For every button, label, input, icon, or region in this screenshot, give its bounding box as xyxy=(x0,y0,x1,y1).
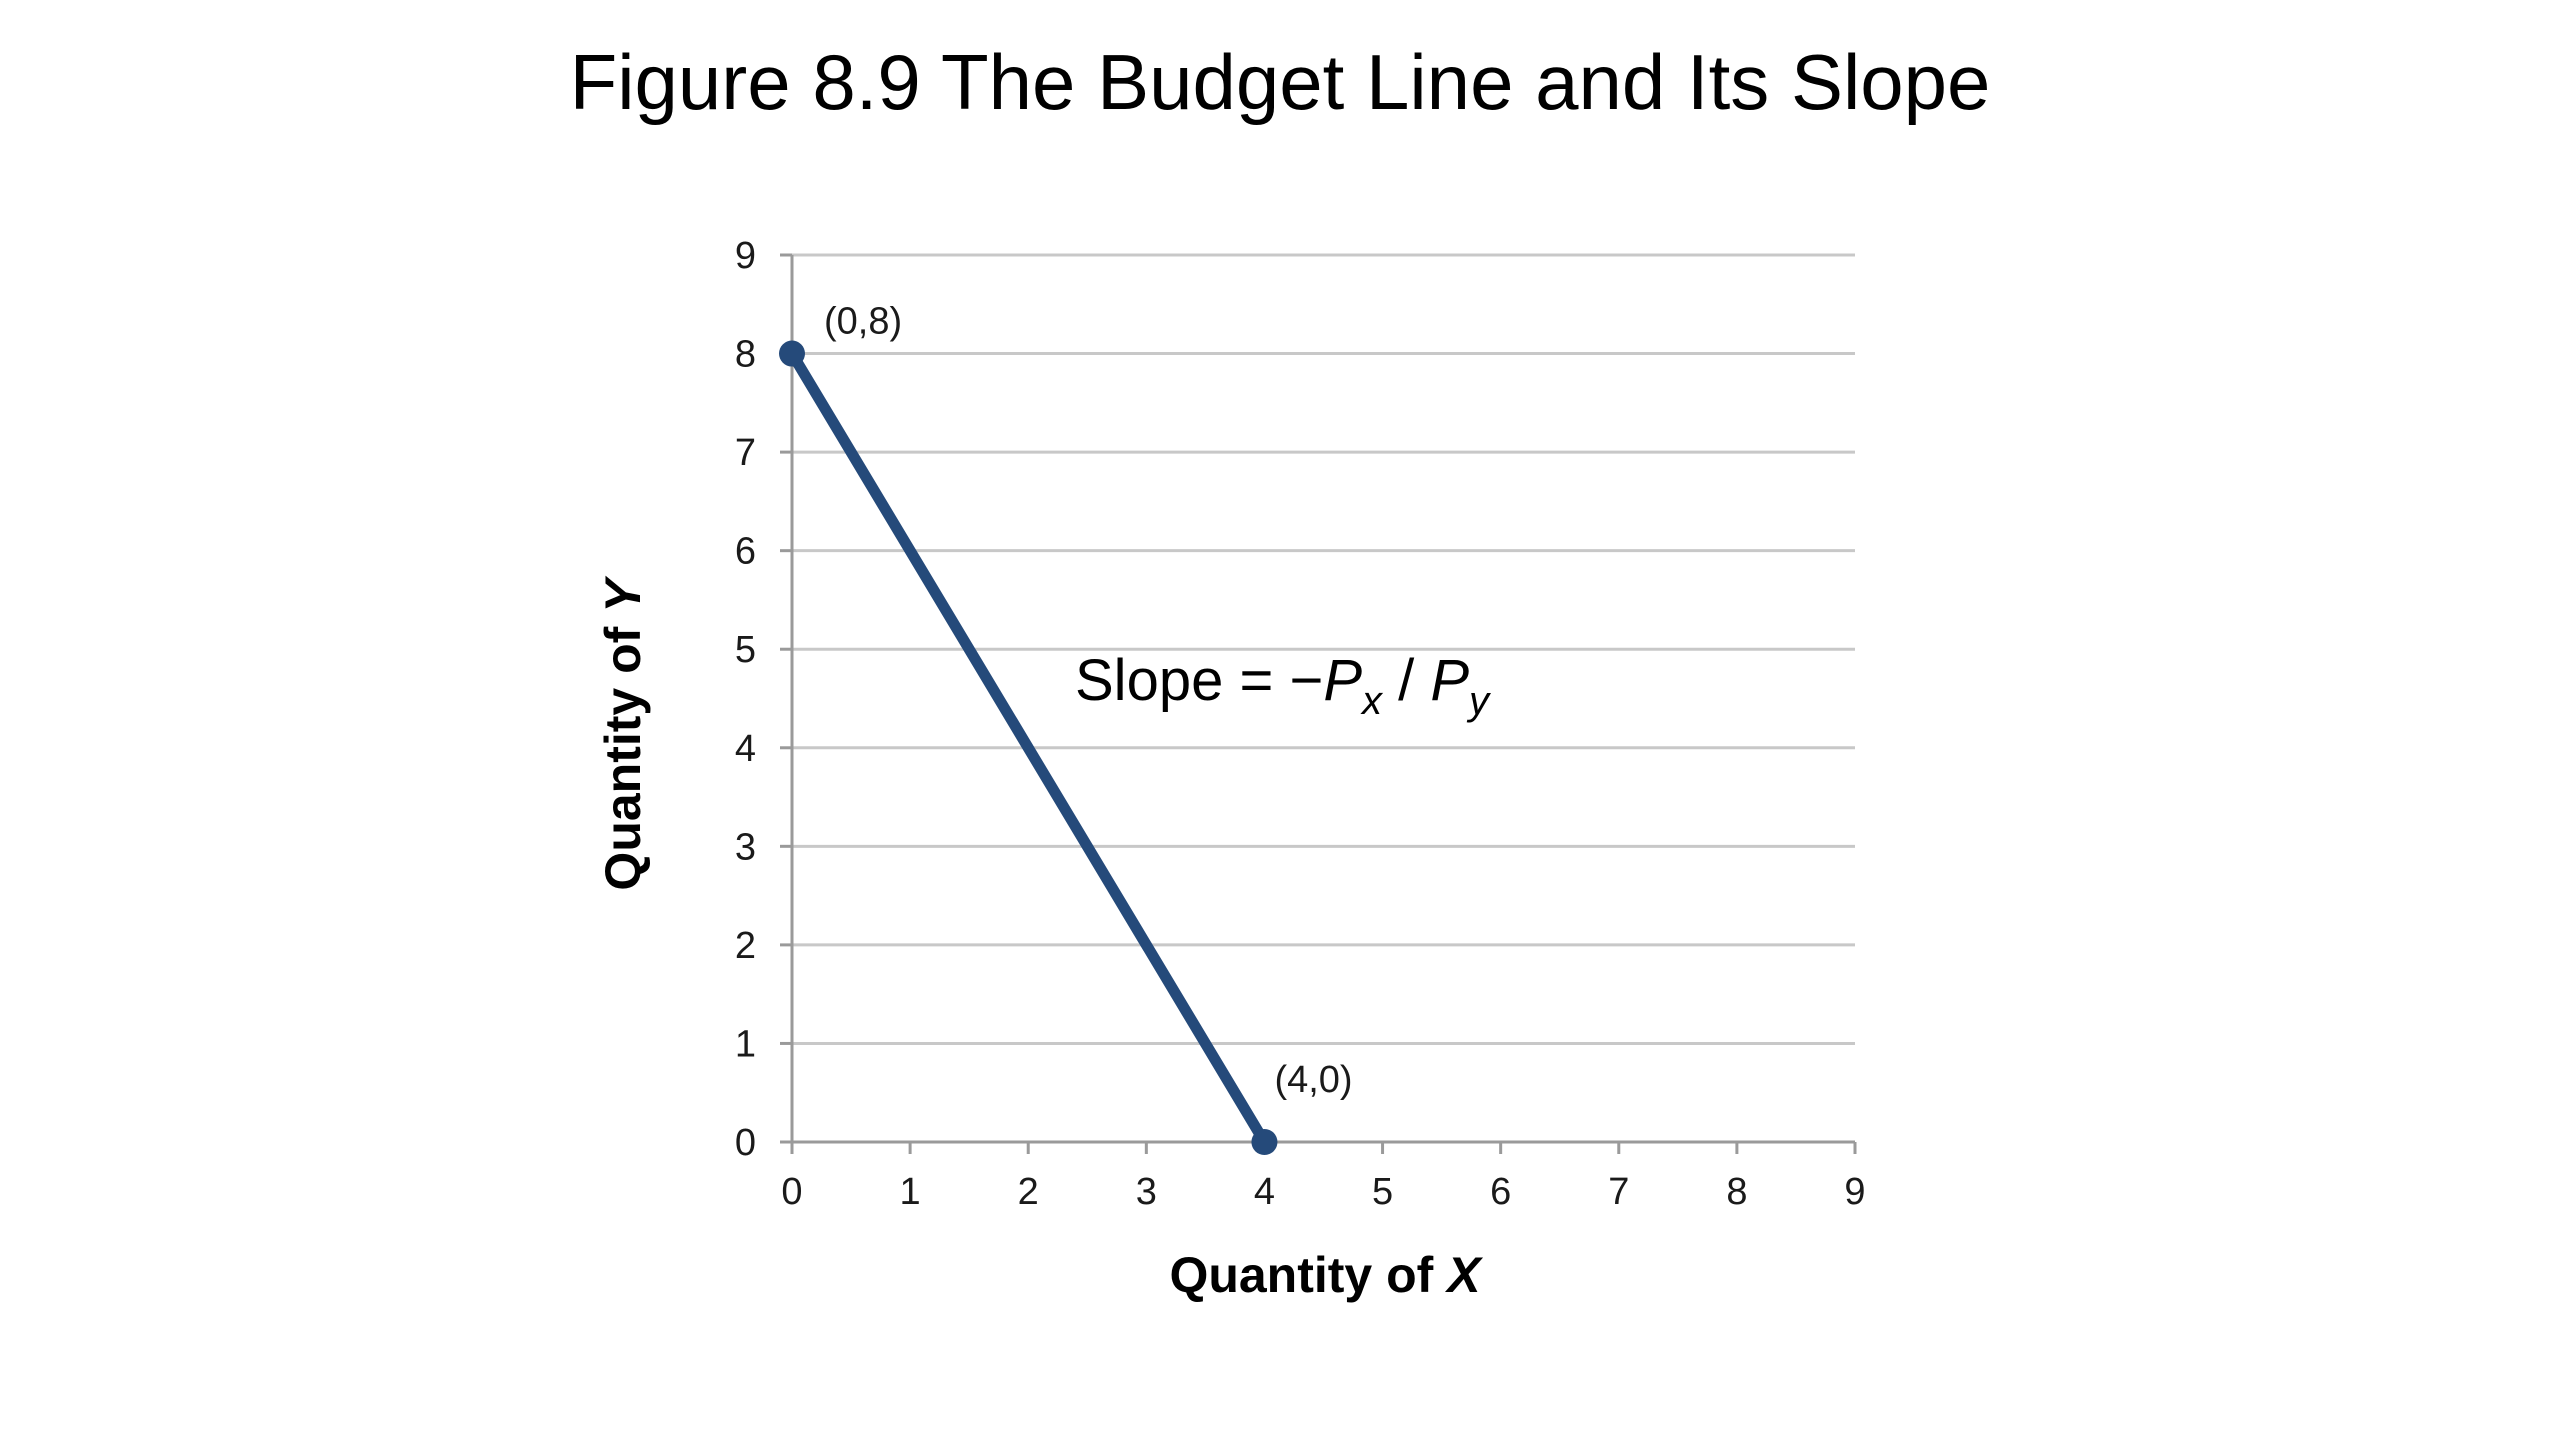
gridlines xyxy=(792,253,1855,1045)
budget-line-series xyxy=(779,340,1278,1155)
x-tick-label: 8 xyxy=(1726,1171,1747,1213)
x-tick-labels: 0 1 2 3 4 5 6 7 8 9 xyxy=(781,1171,1865,1213)
y-tick-label: 4 xyxy=(735,728,756,770)
y-axis-title: Quantity of Y xyxy=(595,575,651,891)
x-tick-label: 9 xyxy=(1844,1171,1865,1213)
y-tick-label: 1 xyxy=(735,1023,756,1065)
x-tick-label: 1 xyxy=(900,1171,921,1213)
budget-line xyxy=(786,348,1270,1148)
point-labels: (0,8) (4,0) xyxy=(824,301,1353,1101)
x-tick-label: 4 xyxy=(1254,1171,1275,1213)
slide-title: Figure 8.9 The Budget Line and Its Slope xyxy=(569,38,1991,126)
x-tick-label: 0 xyxy=(781,1171,802,1213)
y-tick-label: 0 xyxy=(735,1122,756,1164)
y-tick-label: 2 xyxy=(735,925,756,967)
y-tick-label: 3 xyxy=(735,826,756,868)
x-tick-label: 7 xyxy=(1608,1171,1629,1213)
y-tick-label: 8 xyxy=(735,334,756,376)
x-tick-label: 2 xyxy=(1018,1171,1039,1213)
y-tick-label: 9 xyxy=(735,235,756,277)
point-label: (4,0) xyxy=(1274,1059,1352,1101)
y-tick-label: 5 xyxy=(735,629,756,671)
point-label: (0,8) xyxy=(824,301,902,343)
x-axis-title: Quantity of X xyxy=(1169,1247,1483,1303)
y-tick-labels: 0 1 2 3 4 5 6 7 8 9 xyxy=(735,235,756,1164)
slope-annotation: Slope = −Px / Py xyxy=(1075,648,1492,723)
x-tick-label: 3 xyxy=(1136,1171,1157,1213)
y-tick-label: 6 xyxy=(735,531,756,573)
x-tick-label: 5 xyxy=(1372,1171,1393,1213)
y-tick-label: 7 xyxy=(735,432,756,474)
data-point xyxy=(1251,1129,1278,1155)
data-point xyxy=(779,340,805,367)
x-tick-label: 6 xyxy=(1490,1171,1511,1213)
